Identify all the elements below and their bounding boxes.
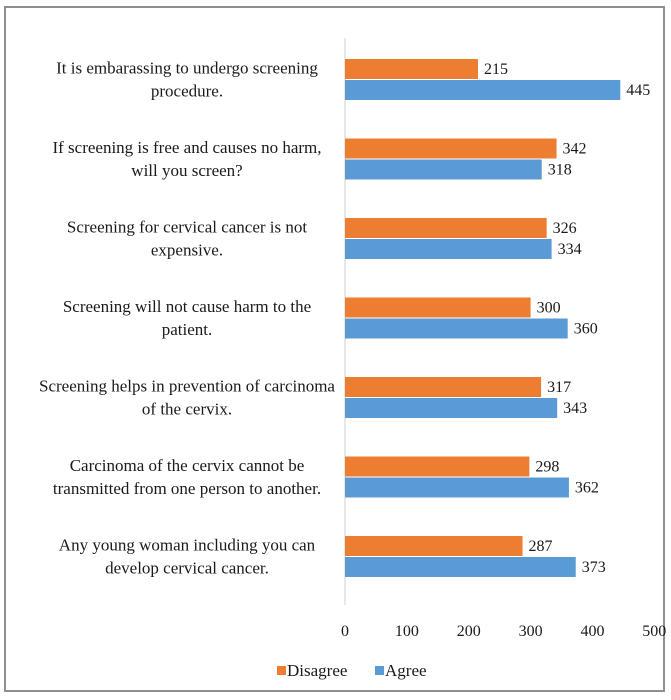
data-label-disagree-2: 342 [563, 141, 587, 158]
category-label-5: Screening helps in prevention of carcino… [39, 377, 335, 396]
category-label-7: develop cervical cancer. [105, 559, 269, 578]
category-label-4: patient. [162, 320, 213, 339]
bar-agree-2 [345, 159, 542, 180]
bar-disagree-1 [345, 59, 478, 79]
x-tick-label-200: 200 [457, 623, 481, 640]
x-tick-label-100: 100 [395, 623, 419, 640]
legend-swatch-agree [375, 666, 384, 675]
data-label-disagree-6: 298 [535, 459, 559, 476]
bar-agree-4 [345, 318, 568, 339]
x-tick-labels: 0 100 200 300 400 500 [341, 623, 666, 640]
category-labels: It is embarassing to undergo screening pr… [39, 59, 335, 578]
legend-swatch-disagree [277, 666, 286, 675]
bar-disagree-7 [345, 536, 523, 556]
bar-agree-3 [345, 239, 552, 259]
data-label-agree-5: 343 [563, 400, 587, 417]
x-tick-label-400: 400 [580, 623, 604, 640]
category-label-3: Screening for cervical cancer is not [67, 218, 308, 237]
category-label-6: Carcinoma of the cervix cannot be [70, 456, 305, 475]
data-label-disagree-1: 215 [484, 61, 508, 78]
data-label-disagree-7: 287 [529, 538, 553, 555]
category-label-1: procedure. [151, 82, 223, 101]
category-label-2: If screening is free and causes no harm, [52, 138, 321, 157]
bar-disagree-5 [345, 377, 542, 397]
data-label-agree-6: 362 [575, 480, 599, 497]
data-label-agree-3: 334 [558, 241, 582, 258]
category-label-5: of the cervix. [142, 400, 232, 419]
legend-label-disagree: Disagree [287, 661, 347, 680]
data-labels: 215 445 342 318 326 334 300 360 317 343 298 362 287 3… [484, 61, 650, 576]
bar-agree-7 [345, 557, 576, 577]
category-label-2: will you screen? [131, 161, 242, 180]
data-label-disagree-5: 317 [547, 379, 571, 396]
category-label-6: transmitted from one person to another. [53, 479, 321, 498]
category-label-7: Any young woman including you can [59, 536, 316, 555]
data-label-disagree-4: 300 [537, 300, 561, 317]
bar-agree-1 [345, 80, 621, 100]
bar-agree-6 [345, 477, 569, 498]
bar-disagree-4 [345, 297, 531, 318]
x-tick-label-500: 500 [642, 623, 666, 640]
category-label-3: expensive. [151, 241, 223, 260]
data-label-disagree-3: 326 [553, 220, 577, 237]
data-label-agree-2: 318 [548, 162, 572, 179]
bar-disagree-2 [345, 138, 557, 159]
data-label-agree-7: 373 [582, 559, 606, 576]
chart-frame [4, 6, 665, 692]
bars-group [345, 59, 621, 577]
category-label-4: Screening will not cause harm to the [63, 297, 311, 316]
data-label-agree-4: 360 [574, 321, 598, 338]
legend-label-agree: Agree [385, 661, 427, 680]
bar-disagree-6 [345, 456, 530, 477]
x-tick-label-300: 300 [519, 623, 543, 640]
bar-disagree-3 [345, 218, 547, 238]
legend: Disagree Agree [277, 661, 427, 680]
x-tick-label-0: 0 [341, 623, 349, 640]
data-label-agree-1: 445 [626, 82, 650, 99]
bar-agree-5 [345, 398, 558, 418]
category-label-1: It is embarassing to undergo screening [56, 59, 318, 78]
